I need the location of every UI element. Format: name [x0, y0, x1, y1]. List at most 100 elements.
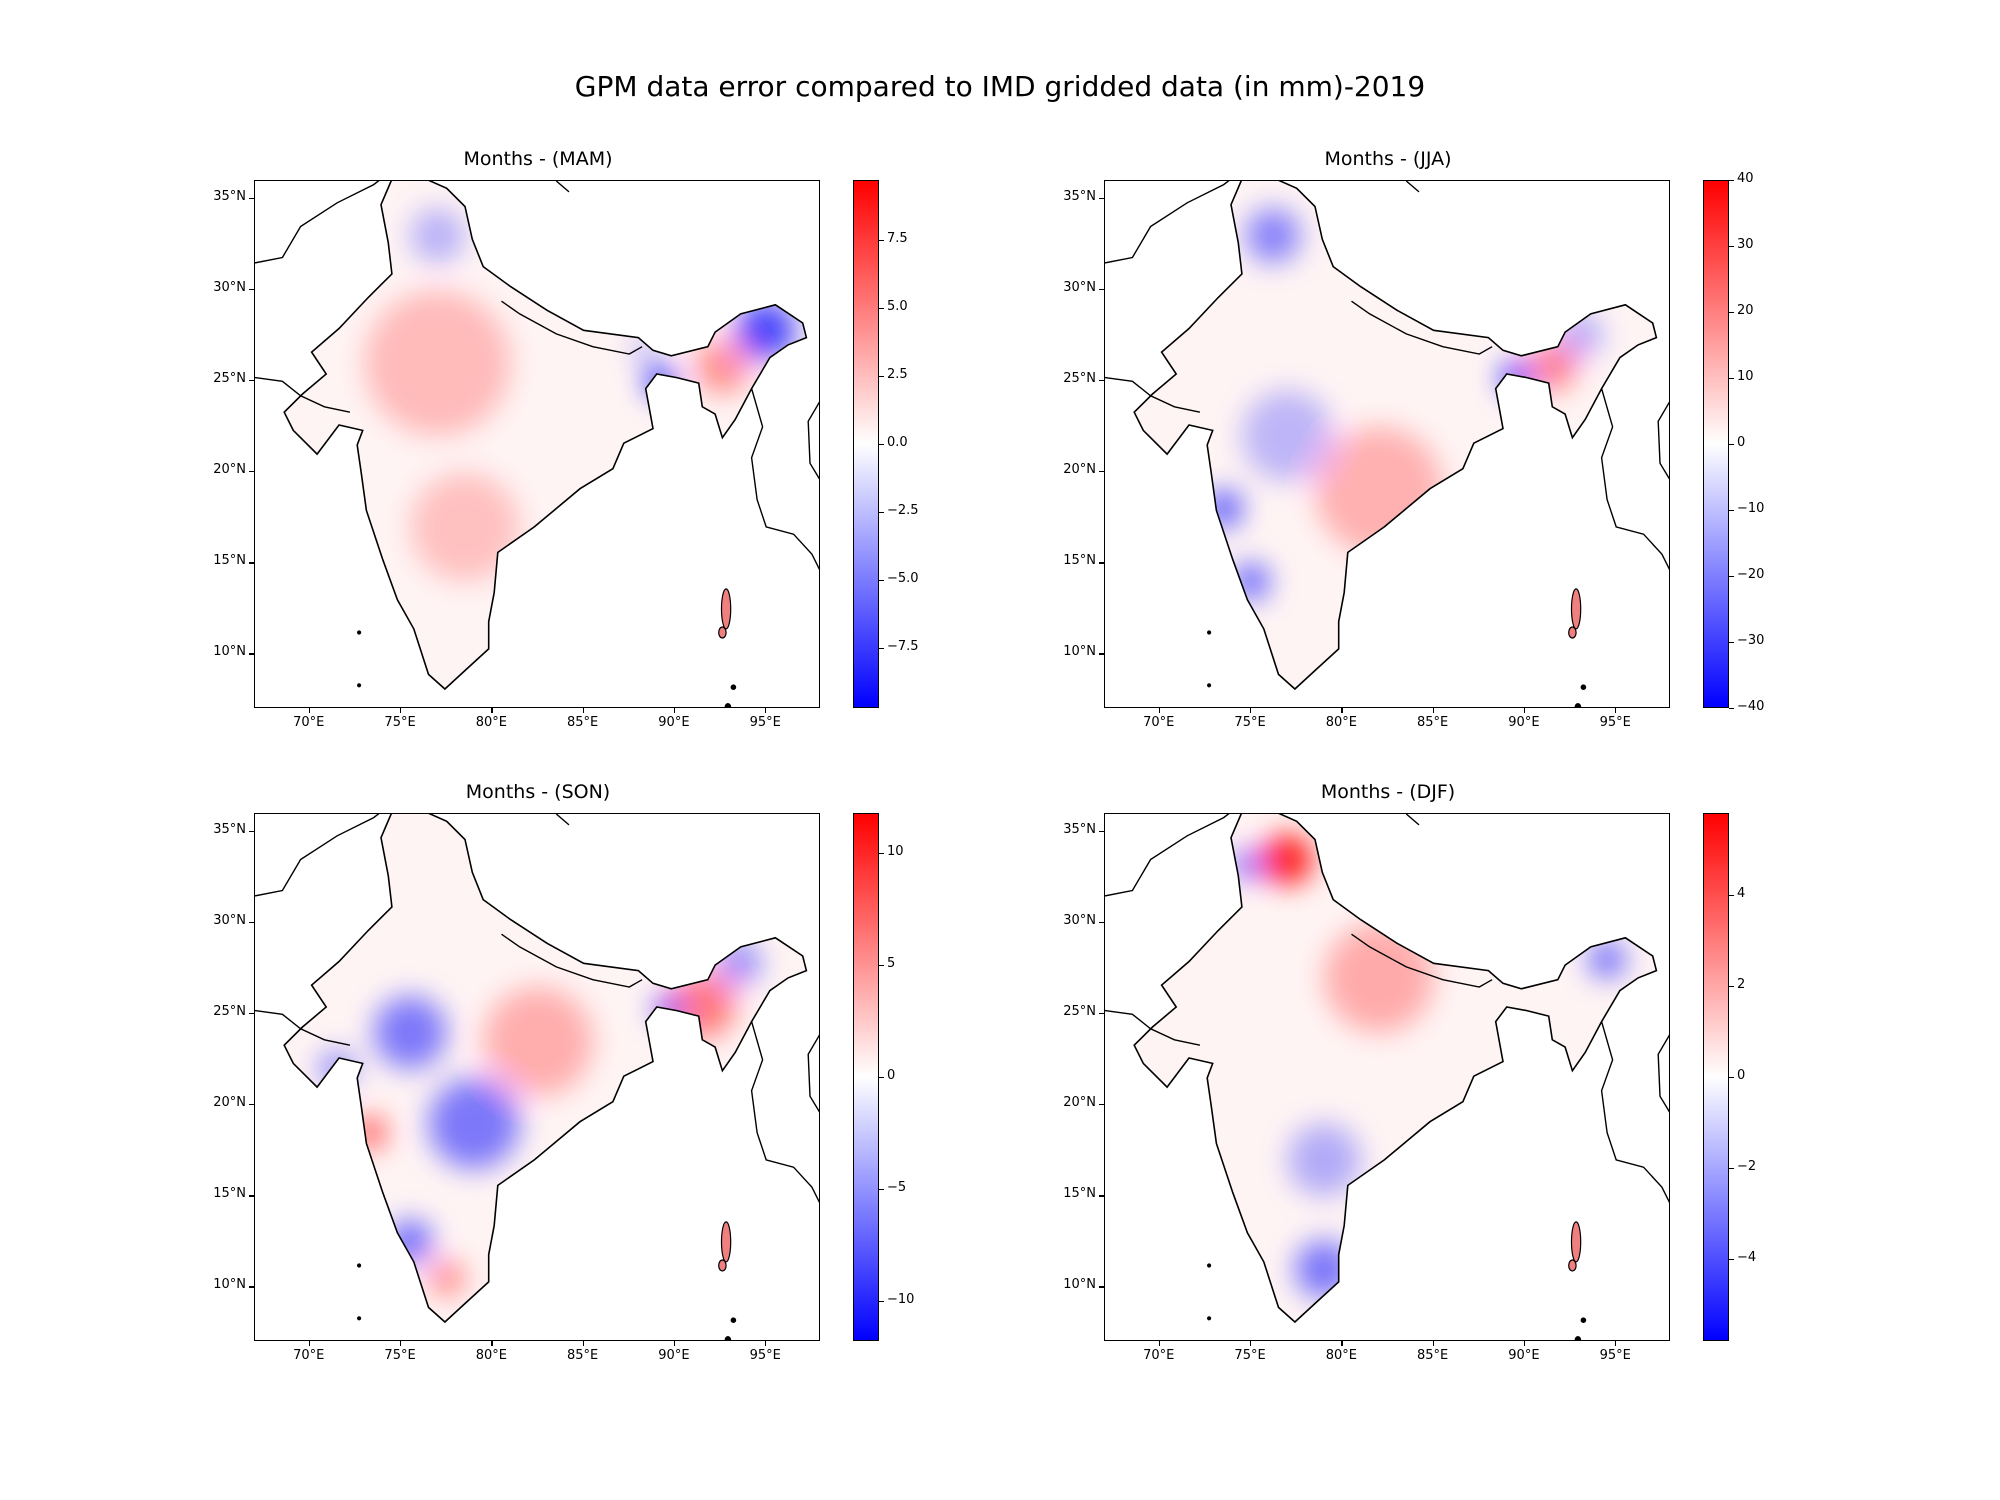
- error-blob-son-9: [318, 1050, 356, 1088]
- lat-tick-mark-jja-1: [1099, 289, 1104, 291]
- nepal-border-jja: [1351, 300, 1493, 355]
- lon-tick-mark-djf-1: [1250, 1341, 1252, 1346]
- colorbar-mam: [853, 180, 879, 708]
- lon-tick-mam-1: 75°E: [384, 715, 416, 730]
- lon-tick-mark-jja-3: [1432, 708, 1434, 713]
- colorbar-tick-jja-7: −30: [1737, 633, 1765, 648]
- lat-tick-son-5: 10°N: [213, 1277, 246, 1293]
- lon-tick-mark-djf-0: [1158, 1341, 1160, 1346]
- lat-tick-mark-djf-3: [1099, 1104, 1104, 1106]
- lon-tick-son-4: 90°E: [658, 1348, 690, 1363]
- colorbar-tick-jja-0: 40: [1737, 171, 1754, 186]
- colorbar-tick-mark-mam-1: [879, 307, 884, 310]
- lon-tick-mark-mam-5: [765, 708, 767, 713]
- island-mam-1: [718, 626, 727, 639]
- colorbar-tick-mark-son-2: [879, 1077, 884, 1079]
- error-blob-djf-0: [1262, 834, 1314, 885]
- lat-tick-jja-3: 20°N: [1063, 462, 1096, 478]
- island-mam-4: [356, 630, 362, 635]
- coastline-mam-3: [807, 401, 819, 480]
- error-blob-jja-7: [1242, 390, 1334, 482]
- colorbar-son: [853, 813, 879, 1341]
- lat-tick-mark-mam-2: [249, 380, 254, 382]
- colorbar-tick-son-0: 10: [887, 844, 904, 860]
- coastline-mam-4: [555, 181, 570, 193]
- lon-tick-jja-3: 85°E: [1417, 715, 1449, 730]
- lat-tick-mark-son-3: [249, 1104, 254, 1106]
- map-son: [254, 813, 820, 1341]
- error-blob-djf-2: [1294, 1240, 1354, 1299]
- error-blob-mam-4: [364, 290, 511, 436]
- map-canvas-jja: [1105, 181, 1669, 707]
- coastline-jja-4: [1405, 181, 1420, 193]
- panel-title-djf: Months - (DJF): [1320, 781, 1456, 803]
- lon-tick-mark-djf-4: [1523, 1341, 1526, 1346]
- coastline-jja-3: [1657, 401, 1669, 480]
- lat-tick-mam-3: 20°N: [213, 462, 246, 478]
- lon-tick-mam-2: 80°E: [475, 715, 507, 730]
- lat-tick-djf-5: 10°N: [1063, 1277, 1096, 1293]
- lon-tick-jja-4: 90°E: [1508, 715, 1540, 730]
- colorbar-tick-mark-jja-6: [1729, 576, 1734, 578]
- nepal-border-mam: [501, 300, 643, 355]
- colorbar-tick-mark-jja-5: [1729, 510, 1734, 512]
- lat-tick-jja-2: 25°N: [1063, 371, 1096, 387]
- india-outline-djf: [1133, 814, 1658, 1324]
- colorbar-djf: [1703, 813, 1729, 1341]
- error-blob-jja-2: [1245, 208, 1301, 263]
- lon-tick-son-2: 80°E: [475, 1348, 507, 1363]
- coastline-djf-2: [1600, 1021, 1669, 1203]
- lon-tick-mark-son-0: [308, 1341, 310, 1346]
- colorbar-tick-son-3: −5: [887, 1179, 907, 1195]
- error-blob-son-8: [483, 987, 593, 1097]
- colorbar-tick-mark-jja-0: [1729, 180, 1734, 182]
- lat-tick-djf-1: 30°N: [1063, 913, 1096, 929]
- error-blob-jja-6: [1315, 426, 1443, 555]
- lat-tick-mark-son-5: [249, 1286, 254, 1288]
- error-field-djf: [1134, 814, 1657, 1323]
- error-field-mam: [284, 181, 807, 690]
- colorbar-tick-mark-jja-7: [1729, 642, 1734, 644]
- lon-tick-son-5: 95°E: [749, 1348, 781, 1363]
- colorbar-tick-mark-djf-0: [1729, 894, 1734, 897]
- island-djf-5: [1206, 1316, 1212, 1321]
- coastline-mam-0: [255, 181, 380, 264]
- coastline-son-4: [555, 814, 570, 826]
- colorbar-tick-mark-djf-1: [1729, 985, 1734, 988]
- india-outline-mam: [283, 181, 808, 691]
- lon-tick-mark-son-3: [582, 1341, 584, 1346]
- colorbar-tick-mark-son-1: [879, 965, 884, 967]
- figure-title: GPM data error compared to IMD gridded d…: [574, 70, 1426, 103]
- lat-tick-mark-mam-0: [249, 198, 254, 200]
- colorbar-tick-mark-jja-2: [1729, 312, 1734, 314]
- lon-tick-mark-mam-4: [673, 708, 676, 713]
- lon-tick-jja-5: 95°E: [1599, 715, 1631, 730]
- lon-tick-son-1: 75°E: [384, 1348, 416, 1363]
- lat-tick-mark-mam-5: [249, 653, 254, 655]
- island-jja-1: [1568, 626, 1577, 639]
- india-outline-jja: [1133, 181, 1658, 691]
- colorbar-tick-jja-6: −20: [1737, 567, 1765, 582]
- map-mam: [254, 180, 820, 708]
- error-blob-djf-4: [1324, 923, 1434, 1033]
- nepal-border-djf: [1351, 933, 1493, 988]
- colorbar-tick-mam-3: 0.0: [887, 435, 908, 450]
- colorbar-tick-jja-2: 20: [1737, 303, 1754, 318]
- colorbar-tick-mark-djf-3: [1729, 1168, 1734, 1170]
- lat-tick-djf-2: 25°N: [1063, 1004, 1096, 1020]
- colorbar-tick-mark-mam-5: [879, 580, 884, 582]
- lon-tick-mark-son-4: [673, 1341, 676, 1346]
- lon-tick-mark-jja-2: [1341, 708, 1343, 713]
- error-blob-son-4: [428, 1260, 465, 1297]
- coastline-mam-1: [255, 376, 351, 413]
- lon-tick-mark-jja-0: [1158, 708, 1160, 713]
- lon-tick-mark-jja-5: [1615, 708, 1617, 713]
- coastline-son-0: [255, 814, 380, 897]
- island-jja-3: [1574, 703, 1582, 707]
- coastline-djf-0: [1105, 814, 1230, 897]
- lon-tick-son-0: 70°E: [293, 1348, 325, 1363]
- panel-title-mam: Months - (MAM): [463, 148, 613, 170]
- colorbar-tick-mam-6: −7.5: [887, 639, 919, 655]
- lat-tick-mark-djf-2: [1099, 1013, 1104, 1015]
- colorbar-tick-djf-3: −2: [1737, 1159, 1757, 1175]
